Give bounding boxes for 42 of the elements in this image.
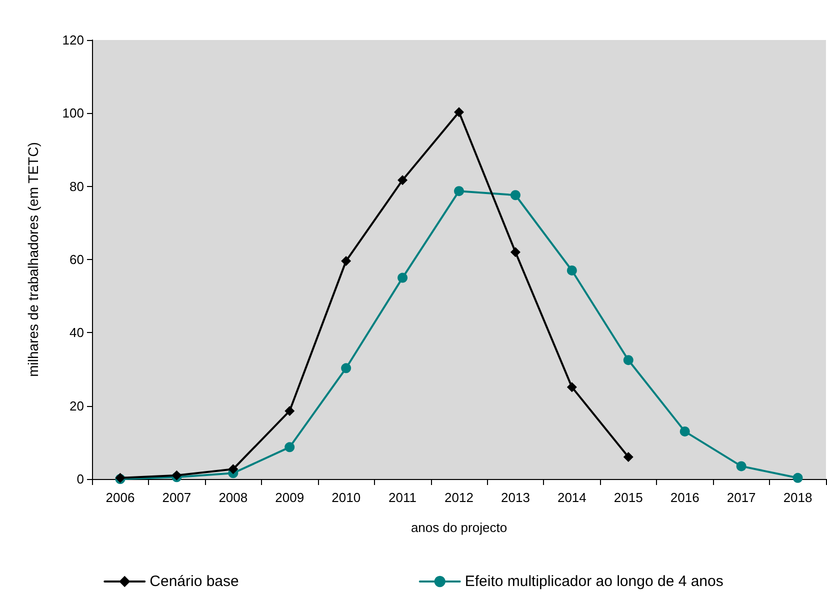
y-tick-label: 80	[70, 178, 84, 194]
x-axis-title: anos do projecto	[410, 520, 508, 535]
x-tick-label: 2016	[670, 490, 700, 505]
point	[341, 363, 352, 374]
point	[736, 461, 746, 472]
point	[454, 107, 464, 118]
point	[510, 190, 520, 200]
y-axis-title: milhares de trabalhadores (em TETC)	[25, 142, 41, 377]
x-tick-label: 2011	[388, 490, 417, 505]
point	[228, 464, 238, 474]
x-tick-label: 2007	[162, 490, 192, 505]
point	[792, 472, 803, 483]
point	[398, 175, 408, 186]
point	[284, 442, 295, 452]
x-tick-label: 2008	[218, 490, 248, 505]
x-tick-label: 2012	[444, 490, 474, 505]
point	[680, 426, 690, 436]
point	[398, 272, 408, 283]
x-tick-label: 2013	[501, 490, 530, 505]
y-tick-label: 60	[70, 252, 84, 267]
x-tick-label: 2015	[614, 490, 643, 505]
point	[623, 452, 634, 462]
y-tick-label: 100	[62, 106, 84, 121]
x-tick-label: 2010	[332, 490, 361, 505]
x-tick-label: 2014	[557, 490, 586, 505]
y-tick-label: 120	[62, 32, 84, 48]
x-tick-label: 2006	[106, 490, 135, 505]
y-tick-label: 0	[76, 472, 84, 486]
point	[623, 355, 634, 366]
point	[284, 406, 295, 416]
legend-label: Efeito multiplicador ao longo de 4 anos	[464, 573, 724, 590]
legend-label: Cenário base	[150, 573, 239, 590]
x-tick-label: 2017	[726, 490, 756, 505]
y-tick-label: 20	[70, 398, 84, 414]
point	[454, 186, 464, 196]
point	[566, 265, 577, 276]
x-tick-label: 2009	[275, 490, 304, 505]
y-tick-label: 40	[70, 325, 84, 340]
point	[566, 382, 577, 392]
point	[341, 256, 352, 266]
x-tick-label: 2018	[783, 490, 812, 505]
point	[510, 247, 520, 258]
